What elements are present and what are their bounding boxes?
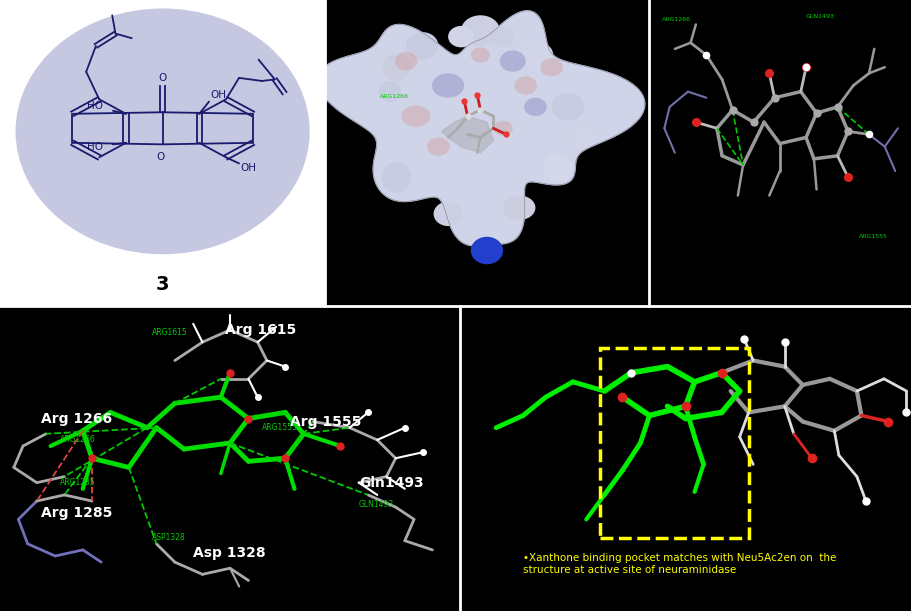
Text: OH: OH xyxy=(210,90,227,100)
Ellipse shape xyxy=(544,154,573,182)
Ellipse shape xyxy=(471,236,503,264)
Text: Arg 1266: Arg 1266 xyxy=(41,412,113,425)
Ellipse shape xyxy=(461,15,500,46)
Ellipse shape xyxy=(434,202,463,226)
Ellipse shape xyxy=(517,42,553,68)
Ellipse shape xyxy=(16,9,309,254)
Text: •Xanthone binding pocket matches with Neu5Ac2en on  the
structure at active site: •Xanthone binding pocket matches with Ne… xyxy=(523,553,836,574)
Ellipse shape xyxy=(406,32,438,59)
Ellipse shape xyxy=(500,51,526,71)
Ellipse shape xyxy=(394,52,417,70)
Ellipse shape xyxy=(540,58,563,76)
Ellipse shape xyxy=(367,107,400,137)
Text: ARG1266: ARG1266 xyxy=(380,93,409,99)
Text: OH: OH xyxy=(241,163,257,173)
Text: ARG1266: ARG1266 xyxy=(60,436,96,444)
Ellipse shape xyxy=(432,73,465,98)
Text: GLN1493: GLN1493 xyxy=(806,14,835,20)
Ellipse shape xyxy=(379,81,401,102)
Text: ARG1555: ARG1555 xyxy=(262,423,298,432)
Text: ARG1266: ARG1266 xyxy=(661,17,691,23)
Ellipse shape xyxy=(382,162,411,192)
Ellipse shape xyxy=(471,47,490,63)
Ellipse shape xyxy=(448,26,474,48)
Ellipse shape xyxy=(551,93,584,120)
Text: O: O xyxy=(157,152,165,161)
Bar xyxy=(599,348,749,538)
Text: ARG1285: ARG1285 xyxy=(60,478,96,487)
Ellipse shape xyxy=(503,196,536,220)
Text: O: O xyxy=(159,73,167,82)
Ellipse shape xyxy=(524,98,547,116)
Text: 3: 3 xyxy=(156,274,169,294)
Text: Gln1493: Gln1493 xyxy=(359,476,424,489)
Text: Arg 1285: Arg 1285 xyxy=(41,507,113,520)
Text: HO: HO xyxy=(87,101,103,111)
Polygon shape xyxy=(442,116,494,153)
Ellipse shape xyxy=(515,76,537,95)
Ellipse shape xyxy=(382,54,411,81)
Text: Arg 1555: Arg 1555 xyxy=(290,415,361,428)
Polygon shape xyxy=(318,11,645,246)
Text: HO: HO xyxy=(87,142,103,152)
Text: Arg 1615: Arg 1615 xyxy=(225,323,297,337)
Ellipse shape xyxy=(401,105,430,127)
Text: ARG1555: ARG1555 xyxy=(858,234,887,240)
Text: ARG1615: ARG1615 xyxy=(152,329,188,337)
Text: ASP1328: ASP1328 xyxy=(152,533,186,542)
Text: Asp 1328: Asp 1328 xyxy=(193,546,266,560)
Ellipse shape xyxy=(494,121,513,136)
Ellipse shape xyxy=(427,137,450,156)
Ellipse shape xyxy=(492,26,515,48)
Ellipse shape xyxy=(573,127,595,148)
Text: GLN1493: GLN1493 xyxy=(359,500,394,508)
